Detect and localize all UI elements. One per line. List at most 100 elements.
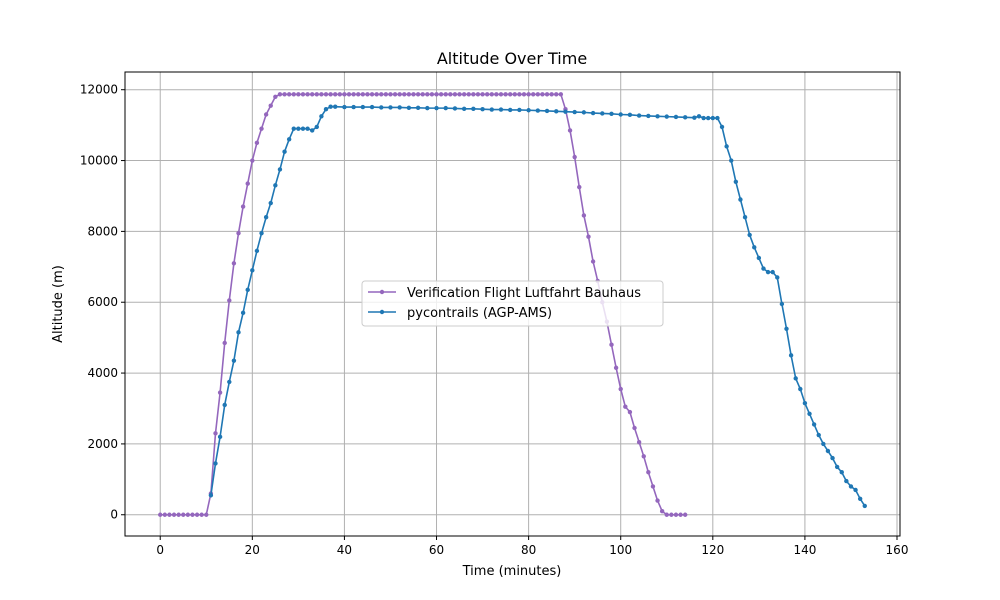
data-point bbox=[406, 105, 412, 110]
data-point bbox=[337, 92, 343, 97]
data-point bbox=[443, 105, 448, 111]
data-point bbox=[682, 115, 688, 120]
data-point bbox=[254, 248, 260, 254]
data-point bbox=[664, 512, 669, 517]
data-point bbox=[342, 104, 347, 110]
data-point bbox=[296, 126, 301, 131]
data-point bbox=[793, 376, 798, 381]
data-point bbox=[765, 269, 771, 275]
data-point bbox=[286, 92, 292, 97]
data-point bbox=[517, 107, 522, 113]
data-point bbox=[245, 181, 250, 186]
data-point bbox=[254, 140, 260, 146]
legend: Verification Flight Luftfahrt Bauhaus py… bbox=[361, 280, 664, 327]
data-point bbox=[844, 478, 849, 484]
data-point bbox=[590, 259, 596, 264]
data-point bbox=[351, 92, 356, 97]
data-point bbox=[259, 126, 264, 131]
data-point bbox=[489, 92, 494, 97]
data-point bbox=[586, 234, 591, 239]
data-point bbox=[618, 386, 623, 392]
data-point bbox=[710, 115, 716, 121]
data-point bbox=[825, 448, 831, 454]
data-point bbox=[208, 493, 214, 498]
y-tick-label: 12000 bbox=[80, 83, 118, 97]
data-point bbox=[314, 92, 319, 97]
data-point bbox=[770, 269, 775, 275]
data-point bbox=[369, 104, 375, 110]
data-point bbox=[673, 512, 679, 517]
data-point bbox=[434, 105, 439, 111]
data-point bbox=[627, 409, 633, 415]
y-axis-label: Altitude (m) bbox=[51, 265, 66, 343]
data-point bbox=[443, 92, 448, 97]
legend-marker-swatch bbox=[379, 309, 385, 315]
data-point bbox=[480, 106, 485, 112]
data-point bbox=[756, 255, 762, 261]
data-point bbox=[848, 484, 854, 489]
data-point bbox=[761, 266, 766, 271]
x-tick-label: 0 bbox=[156, 543, 164, 557]
data-point bbox=[323, 106, 329, 112]
data-point bbox=[498, 92, 504, 97]
data-point bbox=[277, 92, 283, 97]
data-point bbox=[438, 92, 444, 97]
data-point bbox=[227, 298, 232, 303]
data-point bbox=[323, 92, 329, 97]
data-point bbox=[319, 114, 324, 119]
data-point bbox=[268, 103, 273, 108]
data-point bbox=[512, 92, 517, 97]
data-point bbox=[397, 105, 402, 110]
data-point bbox=[554, 109, 559, 114]
data-point bbox=[194, 512, 200, 517]
data-point bbox=[406, 92, 412, 97]
data-point bbox=[379, 105, 384, 110]
data-point bbox=[521, 92, 527, 97]
legend-marker-swatch bbox=[379, 289, 385, 295]
data-point bbox=[540, 92, 545, 97]
grid bbox=[125, 72, 900, 536]
data-point bbox=[577, 184, 582, 190]
x-axis-label: Time (minutes) bbox=[462, 564, 562, 579]
x-tick-label: 20 bbox=[245, 543, 260, 557]
y-tick-label: 0 bbox=[110, 508, 118, 522]
data-point bbox=[701, 115, 706, 121]
data-point bbox=[475, 92, 481, 97]
data-point bbox=[563, 109, 568, 114]
data-point bbox=[351, 104, 356, 110]
data-point bbox=[236, 330, 241, 335]
data-point bbox=[250, 158, 255, 163]
data-point bbox=[158, 512, 163, 517]
data-point bbox=[263, 112, 269, 117]
data-point bbox=[388, 92, 393, 97]
data-point bbox=[227, 379, 232, 385]
data-point bbox=[429, 92, 435, 97]
data-point bbox=[397, 92, 402, 97]
data-point bbox=[415, 105, 421, 110]
data-point bbox=[217, 434, 223, 440]
y-tick-label: 4000 bbox=[87, 366, 118, 380]
x-tick-label: 40 bbox=[337, 543, 352, 557]
data-point bbox=[296, 92, 301, 97]
data-point bbox=[379, 92, 384, 97]
data-point bbox=[572, 154, 577, 160]
data-point bbox=[213, 431, 218, 436]
data-point bbox=[369, 92, 375, 97]
data-point bbox=[333, 92, 338, 97]
data-point bbox=[839, 470, 844, 475]
data-point bbox=[300, 126, 306, 131]
data-point bbox=[309, 92, 315, 97]
data-point bbox=[673, 114, 679, 120]
y-tick-label: 10000 bbox=[80, 154, 118, 168]
data-point bbox=[167, 512, 172, 517]
x-tick-label: 80 bbox=[521, 543, 536, 557]
data-point bbox=[402, 92, 407, 97]
data-point bbox=[508, 107, 513, 113]
data-point bbox=[609, 111, 614, 117]
data-point bbox=[190, 512, 195, 517]
data-point bbox=[434, 92, 439, 97]
data-point bbox=[328, 92, 333, 97]
data-point bbox=[590, 110, 596, 116]
data-point bbox=[176, 512, 181, 517]
data-point bbox=[752, 245, 757, 250]
